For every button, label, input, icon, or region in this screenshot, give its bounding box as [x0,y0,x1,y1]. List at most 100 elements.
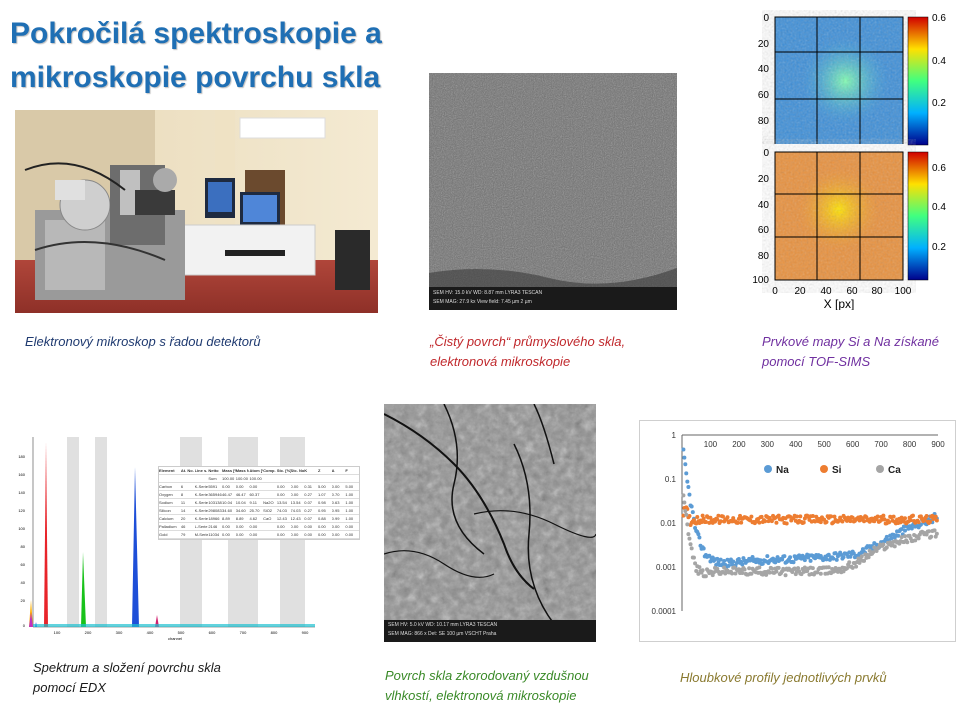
caption-edx: Spektrum a složení povrchu skla pomocí E… [33,658,221,698]
data-point-ca [740,571,745,576]
data-point-na [771,556,776,561]
data-point-si [700,513,705,518]
data-point-si [924,514,929,519]
data-point-si [794,514,799,519]
caption-corroded-line-1: Povrch skla zkorodovaný vzdušnou [385,668,589,683]
edx-table-cell: 8 [180,492,184,497]
data-point-na [758,558,763,563]
map2-ytick-20: 20 [758,174,770,185]
data-point-ca [696,571,701,576]
map2-ytick-60: 60 [758,225,770,236]
legend-label-si: Si [832,465,842,476]
edx-table-cell [263,491,277,498]
edx-table-cell: 0.00 [222,524,230,529]
edx-table-cell: Sum [208,476,217,481]
edx-xtick-600: 600 [209,630,216,635]
map-xtick-0: 0 [772,286,778,297]
edx-xtick-200: 200 [85,630,92,635]
data-point-ca [684,512,689,517]
edx-xtick-300: 300 [116,630,123,635]
edx-table-cell: 0.00 [276,524,285,529]
data-point-ca [733,571,738,576]
data-point-ca [847,560,852,565]
data-point-ca [802,565,807,570]
edx-table-cell: 0.70 [331,492,340,497]
x-tick-label: 400 [789,440,803,449]
data-point-si [774,520,779,525]
edx-table-cell: 100.00 [222,476,235,481]
edx-table-cell: 0.00 [276,492,285,497]
map-x-axis-label: X [px] [824,297,855,310]
legend-label-ca: Ca [888,465,901,476]
edx-table-cell: 0.00 [331,484,340,489]
edx-table-cell: SiO2 [263,508,273,513]
data-point-si [735,520,740,525]
edx-table-cell: 0.00 [290,484,299,489]
edx-table-cell: 0.00 [276,532,285,537]
data-point-na [681,447,686,452]
edx-table-row: Calcium 20 K-Serie 18966 8.89 8.89 4.62 CaO 12.4… [159,515,359,523]
edx-table-cell [277,475,291,482]
edx-xtick-900: 900 [302,630,309,635]
data-point-si [903,516,908,521]
edx-table-row: Silicon 14 K-Serie 298083 34.60 34.60 25.70 SiO… [159,507,359,515]
map2-ytick-80: 80 [758,251,770,262]
edx-table-cell: 1.00 [345,500,354,505]
edx-table-cell: 10.04 [222,500,233,505]
data-point-si [738,513,743,518]
data-point-ca [926,529,931,534]
edx-table-cell: 2146 [208,524,218,529]
edx-table-row: Oxygen 8 K-Serie 365946 46.47 46.47 60.37 0.00 0… [159,491,359,499]
edx-ytick-40: 40 [21,580,26,585]
edx-table-cell: 5.00 [345,484,354,489]
data-point-na [684,471,689,476]
caption-clean-surface-line-1: „Čistý povrch“ průmyslového skla, [430,334,626,349]
edx-table-header-cell: Atom [%] [249,468,263,473]
data-point-na [802,558,807,563]
data-point-ca [689,546,694,551]
data-point-si [720,514,725,519]
edx-table-cell: K-Serie [194,484,208,489]
map1-ytick-0: 0 [763,13,769,24]
data-point-si [908,518,913,523]
data-point-na [697,535,702,540]
edx-table-cell: 0.27 [304,508,313,513]
x-tick-label: 900 [931,440,945,449]
map-xtick-100: 100 [895,286,912,297]
map1-ytick-40: 40 [758,64,770,75]
data-point-ca [903,534,908,539]
data-point-si [813,519,818,524]
edx-table-cell: 0.07 [304,500,313,505]
edx-table-cell: 0.00 [290,524,299,529]
edx-table-cell: 34.60 [222,508,233,513]
map-xtick-60: 60 [846,286,858,297]
data-point-na [760,561,765,566]
edx-table-cell: 0.95 [331,508,340,513]
edx-table-header-cell: Stc. [%] [276,468,291,473]
edx-table-cell [332,475,346,482]
data-point-na [899,527,904,532]
data-point-na [701,546,706,551]
data-point-na [736,557,741,562]
data-point-si [784,521,789,526]
sem2-info-row-2: SEM MAG: 866 x Det: SE 100 µm VSCHT Prah… [388,631,497,637]
edx-table-cell: 11 [180,500,186,505]
sem-image-corroded-surface: SEM HV: 5.0 kV WD: 10.17 mm LYRA3 TESCAN… [384,404,596,642]
data-point-na [734,560,739,565]
data-point-ca [934,531,939,536]
edx-table-header-cell: Mass [%] [222,468,236,473]
data-point-si [882,517,887,522]
map1-ytick-20: 20 [758,39,770,50]
depth-profile-svg: 1 0.1 0.01 0.001 0.0001 100 200 300 400 500 600 700… [652,431,946,616]
data-point-si [928,519,933,524]
edx-table-cell: Na2O [263,500,274,505]
data-point-ca [888,540,893,545]
depth-profile-chart: 1 0.1 0.01 0.001 0.0001 100 200 300 400 500 600 700… [639,420,956,642]
edx-table-cell [318,475,332,482]
microscope-photo [15,110,378,313]
map2-ytick-40: 40 [758,200,770,211]
data-point-si [749,514,754,519]
caption-corroded: Povrch skla zkorodovaný vzdušnou vlhkost… [385,666,589,706]
